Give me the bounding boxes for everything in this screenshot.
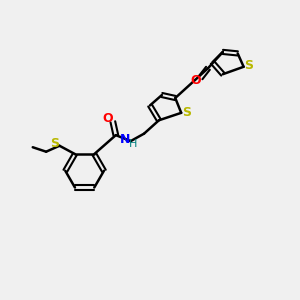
Text: S: S: [182, 106, 191, 119]
Text: S: S: [50, 137, 58, 150]
Text: H: H: [129, 139, 137, 149]
Text: O: O: [102, 112, 113, 125]
Text: S: S: [244, 59, 253, 72]
Text: O: O: [191, 74, 201, 87]
Text: N: N: [120, 133, 130, 146]
